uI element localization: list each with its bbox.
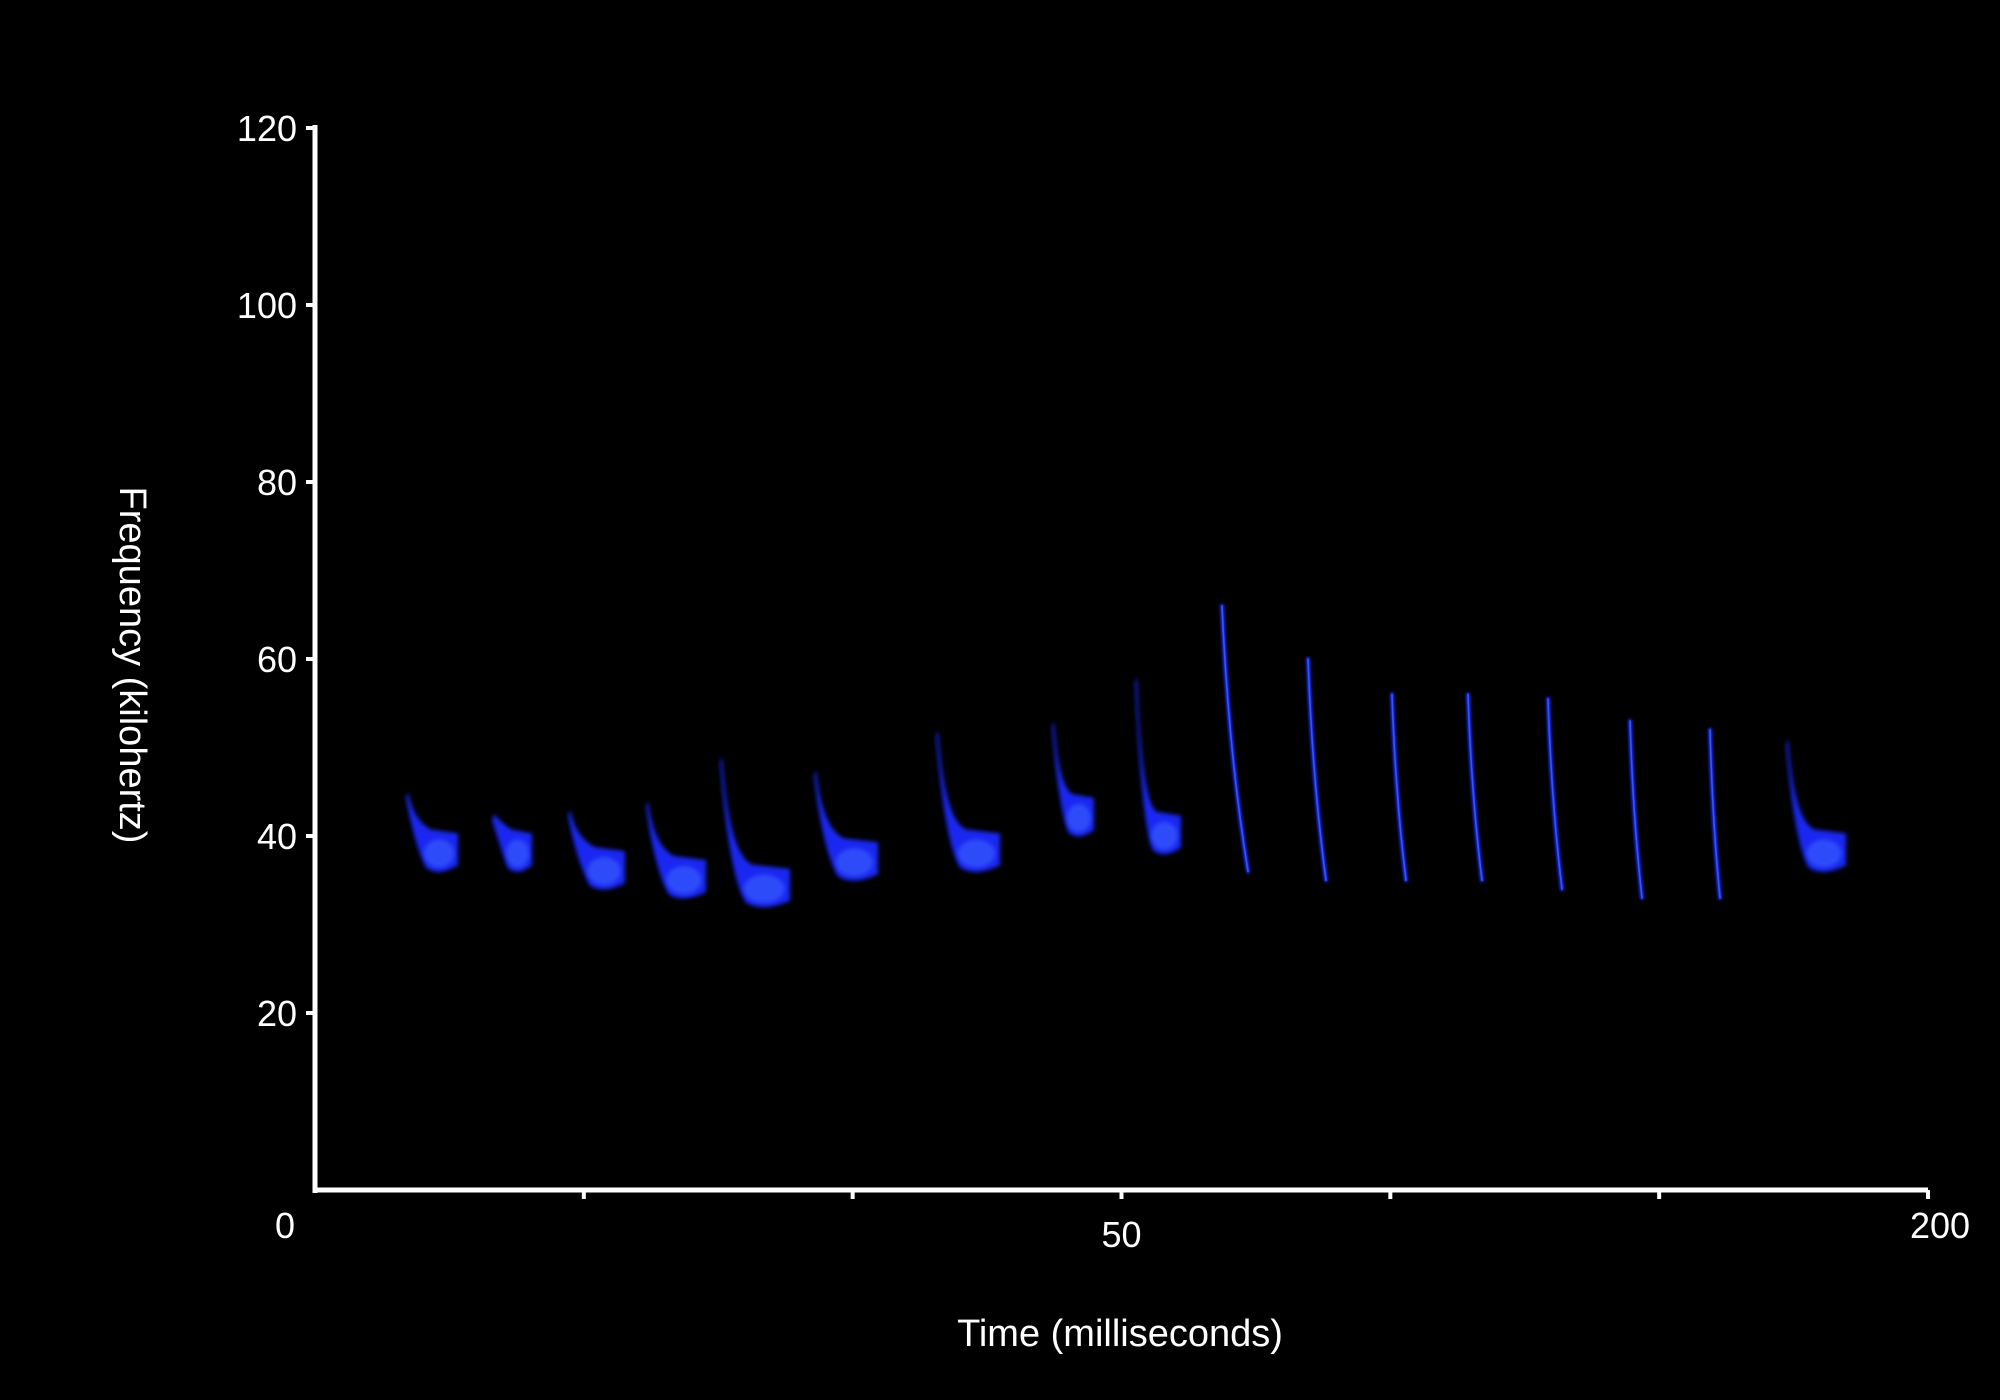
y-tick-label: 60: [257, 639, 297, 680]
call-sweep: [1306, 657, 1328, 883]
call-sweep: [1390, 692, 1408, 883]
call-sweep: [1135, 676, 1181, 855]
call-sweep: [1466, 692, 1484, 883]
call-sweep: [936, 729, 1000, 872]
call-sweep: [814, 769, 878, 881]
x-ticks: 0 50 200: [275, 1190, 1970, 1255]
call-sweep: [1708, 727, 1722, 900]
x-axis-title: Time (milliseconds): [957, 1313, 1283, 1355]
x-tick-label: 200: [1910, 1205, 1970, 1246]
x-tick-label: 50: [1101, 1214, 1141, 1255]
x-tick-label: 0: [275, 1205, 295, 1246]
y-ticks: 20 40 60 80 100 120: [237, 108, 315, 1034]
call-sweep: [492, 813, 532, 872]
y-tick-label: 40: [257, 816, 297, 857]
call-sweep: [1546, 696, 1564, 892]
call-sweep: [1628, 718, 1644, 900]
call-sweep: [646, 800, 706, 899]
call-sweep: [720, 756, 790, 908]
call-sweep: [406, 791, 458, 872]
call-sweep: [1220, 603, 1250, 874]
call-sweep: [1786, 738, 1846, 872]
y-tick-label: 100: [237, 285, 297, 326]
y-tick-label: 80: [257, 462, 297, 503]
call-sweep: [1052, 720, 1094, 837]
y-axis-title: Frequency (kilohertz): [111, 487, 153, 844]
y-tick-label: 20: [257, 993, 297, 1034]
y-tick-label: 120: [237, 108, 297, 149]
calls-layer: [406, 603, 1846, 908]
call-sweep: [568, 809, 625, 890]
